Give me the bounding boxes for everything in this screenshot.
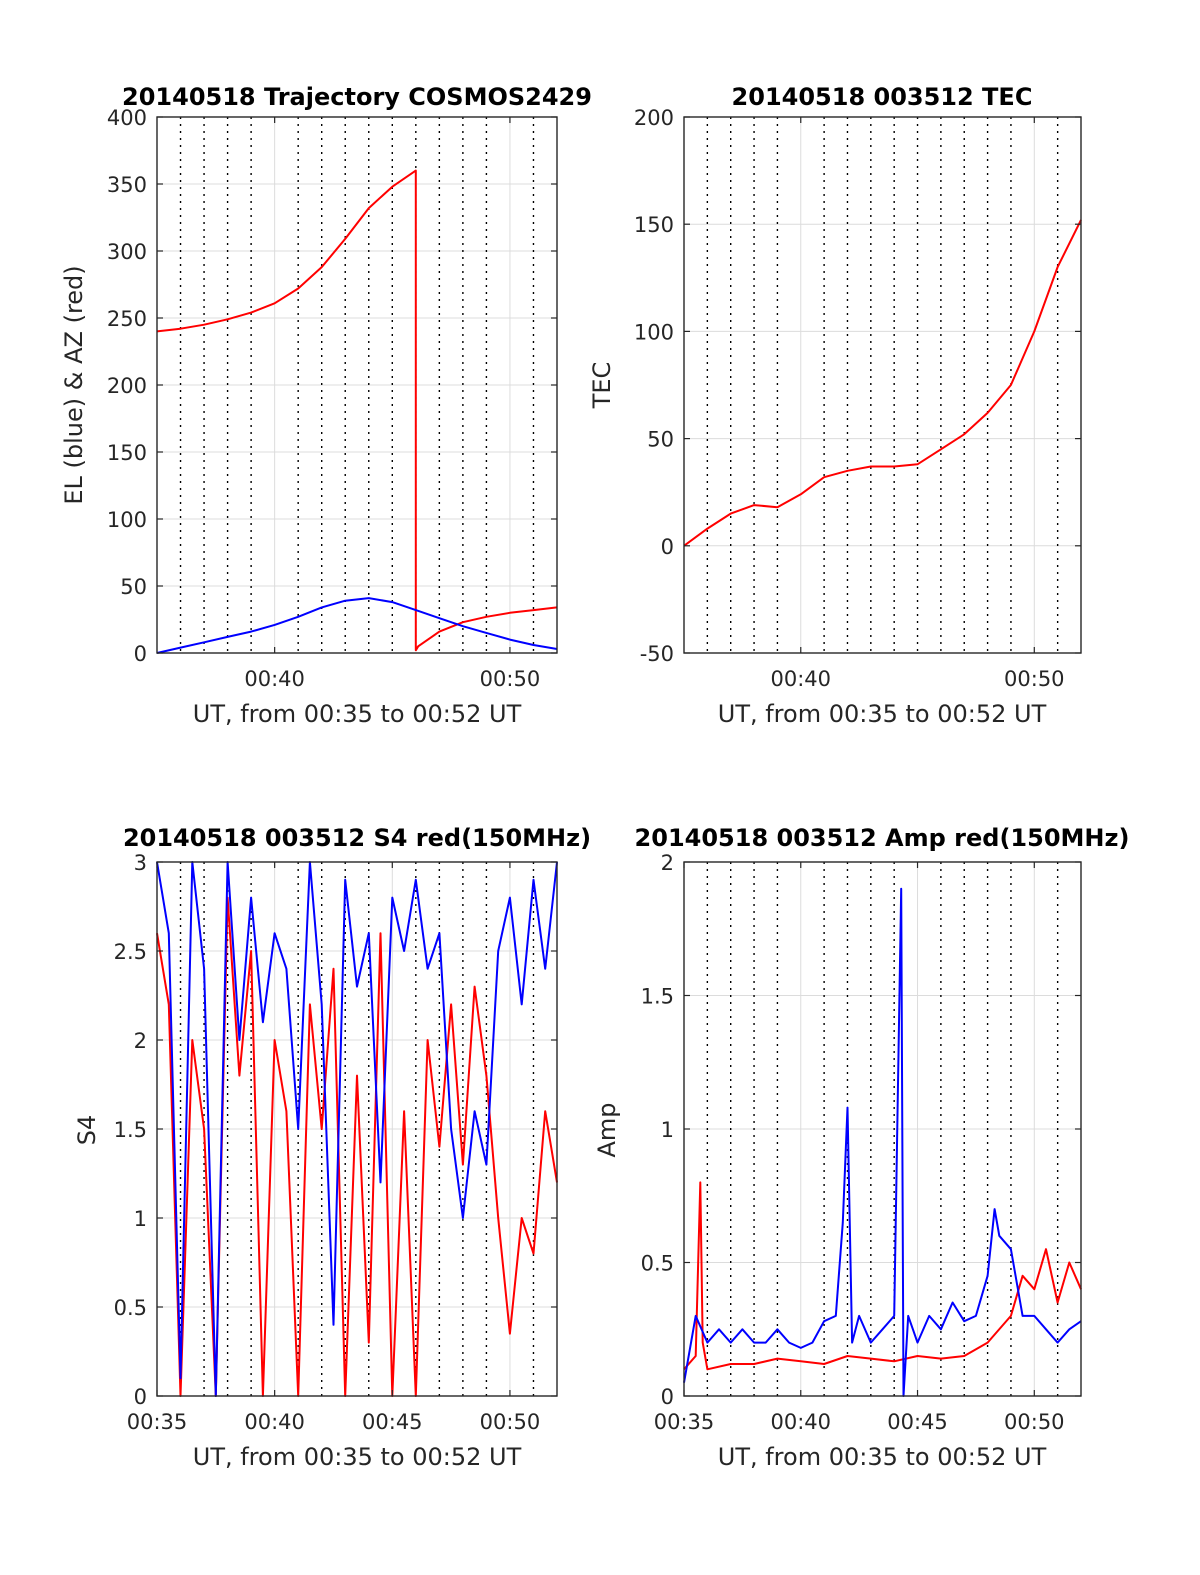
y-tick-label: 1.5	[114, 1118, 147, 1142]
y-tick-label: 0	[134, 642, 147, 666]
y-tick-label: 0	[661, 535, 674, 559]
x-tick-label: 00:40	[244, 667, 305, 691]
y-tick-label: 150	[634, 213, 674, 237]
y-tick-label: 400	[107, 106, 147, 130]
panel-trajectory-ylabel: EL (blue) & AZ (red)	[60, 265, 88, 504]
panel-trajectory-plot: 00:40 00:50 0 50 100 150 200 250 300 350 400	[107, 106, 558, 691]
y-tick-label: 200	[107, 374, 147, 398]
panel-trajectory: 20140518 Trajectory COSMOS2429 00:40 00:5…	[60, 83, 592, 728]
panel-tec-ylabel: TEC	[588, 362, 616, 410]
panel-amp-plot: 00:35 00:40 00:45 00:50 0 0.5 1 1.5 2	[641, 851, 1082, 1434]
x-tick-label: 00:50	[1004, 1410, 1065, 1434]
panel-amp: 20140518 003512 Amp red(150MHz) 00:35 00:…	[593, 824, 1129, 1471]
y-tick-label: 350	[107, 173, 147, 197]
panel-s4-plot: 00:35 00:40 00:45 00:50 0 0.5 1 1.5 2 2.5 3	[114, 851, 558, 1434]
y-tick-label: 300	[107, 240, 147, 264]
y-tick-label: 0	[661, 1385, 674, 1409]
y-tick-label: 3	[134, 851, 147, 875]
series-line-1	[156, 861, 558, 1397]
y-tick-label: 1	[134, 1207, 147, 1231]
panel-tec-plot: 00:40 00:50 -50 0 50 100 150 200	[634, 106, 1082, 691]
panel-amp-title: 20140518 003512 Amp red(150MHz)	[635, 824, 1130, 852]
y-tick-label: 200	[634, 106, 674, 130]
axes-frame	[683, 116, 1082, 654]
y-tick-label: 150	[107, 441, 147, 465]
y-tick-label: 1	[661, 1118, 674, 1142]
series-line-0	[683, 219, 1082, 547]
panel-amp-ylabel: Amp	[593, 1102, 621, 1157]
series-line-1	[683, 887, 1082, 1397]
series-line-0	[683, 1181, 1082, 1371]
y-tick-label: 2.5	[114, 940, 147, 964]
panel-s4-xlabel: UT, from 00:35 to 00:52 UT	[193, 1443, 522, 1471]
series-line-1	[156, 597, 558, 654]
y-tick-label: 50	[120, 575, 147, 599]
x-tick-label: 00:50	[1004, 667, 1065, 691]
y-tick-label: 0.5	[114, 1296, 147, 1320]
panel-s4: 20140518 003512 S4 red(150MHz) 00:35 00:4…	[73, 824, 591, 1471]
y-tick-label: 250	[107, 307, 147, 331]
x-tick-label: 00:45	[887, 1410, 948, 1434]
series-line-0	[156, 169, 558, 652]
x-tick-label: 00:50	[480, 667, 541, 691]
panel-trajectory-xlabel: UT, from 00:35 to 00:52 UT	[193, 700, 522, 728]
y-tick-label: 2	[661, 851, 674, 875]
x-tick-label: 00:35	[127, 1410, 188, 1434]
y-tick-label: 1.5	[641, 985, 674, 1009]
y-tick-label: -50	[640, 642, 674, 666]
y-tick-label: 50	[647, 428, 674, 452]
panel-tec-title: 20140518 003512 TEC	[732, 83, 1033, 111]
x-tick-label: 00:45	[362, 1410, 423, 1434]
x-tick-label: 00:40	[244, 1410, 305, 1434]
panel-amp-xlabel: UT, from 00:35 to 00:52 UT	[718, 1443, 1047, 1471]
y-tick-label: 100	[107, 508, 147, 532]
panel-tec-xlabel: UT, from 00:35 to 00:52 UT	[718, 700, 1047, 728]
panel-s4-title: 20140518 003512 S4 red(150MHz)	[123, 824, 591, 852]
x-tick-label: 00:50	[480, 1410, 541, 1434]
panel-s4-ylabel: S4	[73, 1115, 101, 1146]
y-tick-label: 0	[134, 1385, 147, 1409]
y-tick-label: 2	[134, 1029, 147, 1053]
x-tick-label: 00:40	[770, 667, 831, 691]
x-tick-label: 00:35	[654, 1410, 715, 1434]
y-tick-label: 100	[634, 320, 674, 344]
y-tick-label: 0.5	[641, 1252, 674, 1276]
panel-trajectory-title: 20140518 Trajectory COSMOS2429	[122, 83, 592, 111]
panel-tec: 20140518 003512 TEC 00:40 00:50 -50 0 50 100 1…	[588, 83, 1082, 728]
x-tick-label: 00:40	[770, 1410, 831, 1434]
